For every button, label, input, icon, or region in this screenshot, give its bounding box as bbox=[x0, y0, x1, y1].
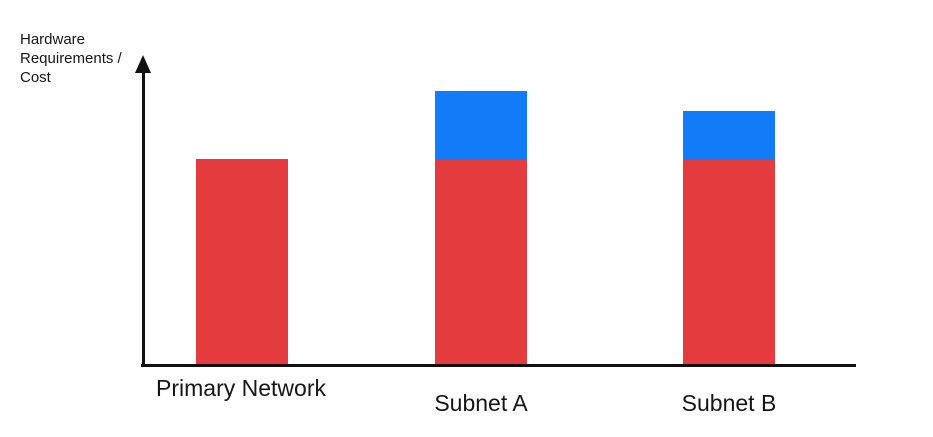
bar-subnet-a bbox=[435, 91, 527, 364]
y-axis-label: Hardware Requirements / Cost bbox=[20, 31, 122, 86]
bar-segment-base bbox=[196, 159, 288, 364]
bar-segment-additional bbox=[435, 91, 527, 160]
x-axis bbox=[141, 364, 856, 367]
bar-primary-network bbox=[196, 159, 288, 364]
y-axis-arrow-icon bbox=[135, 55, 151, 73]
bar-subnet-b bbox=[683, 111, 775, 364]
bar-segment-base bbox=[683, 160, 775, 364]
bar-segment-additional bbox=[683, 111, 775, 160]
category-label-subnet-b: Subnet B bbox=[681, 390, 777, 416]
bar-segment-base bbox=[435, 160, 527, 364]
category-label-primary-network: Primary Network bbox=[156, 375, 326, 401]
category-label-subnet-a: Subnet A bbox=[434, 390, 528, 416]
y-axis bbox=[142, 66, 145, 366]
